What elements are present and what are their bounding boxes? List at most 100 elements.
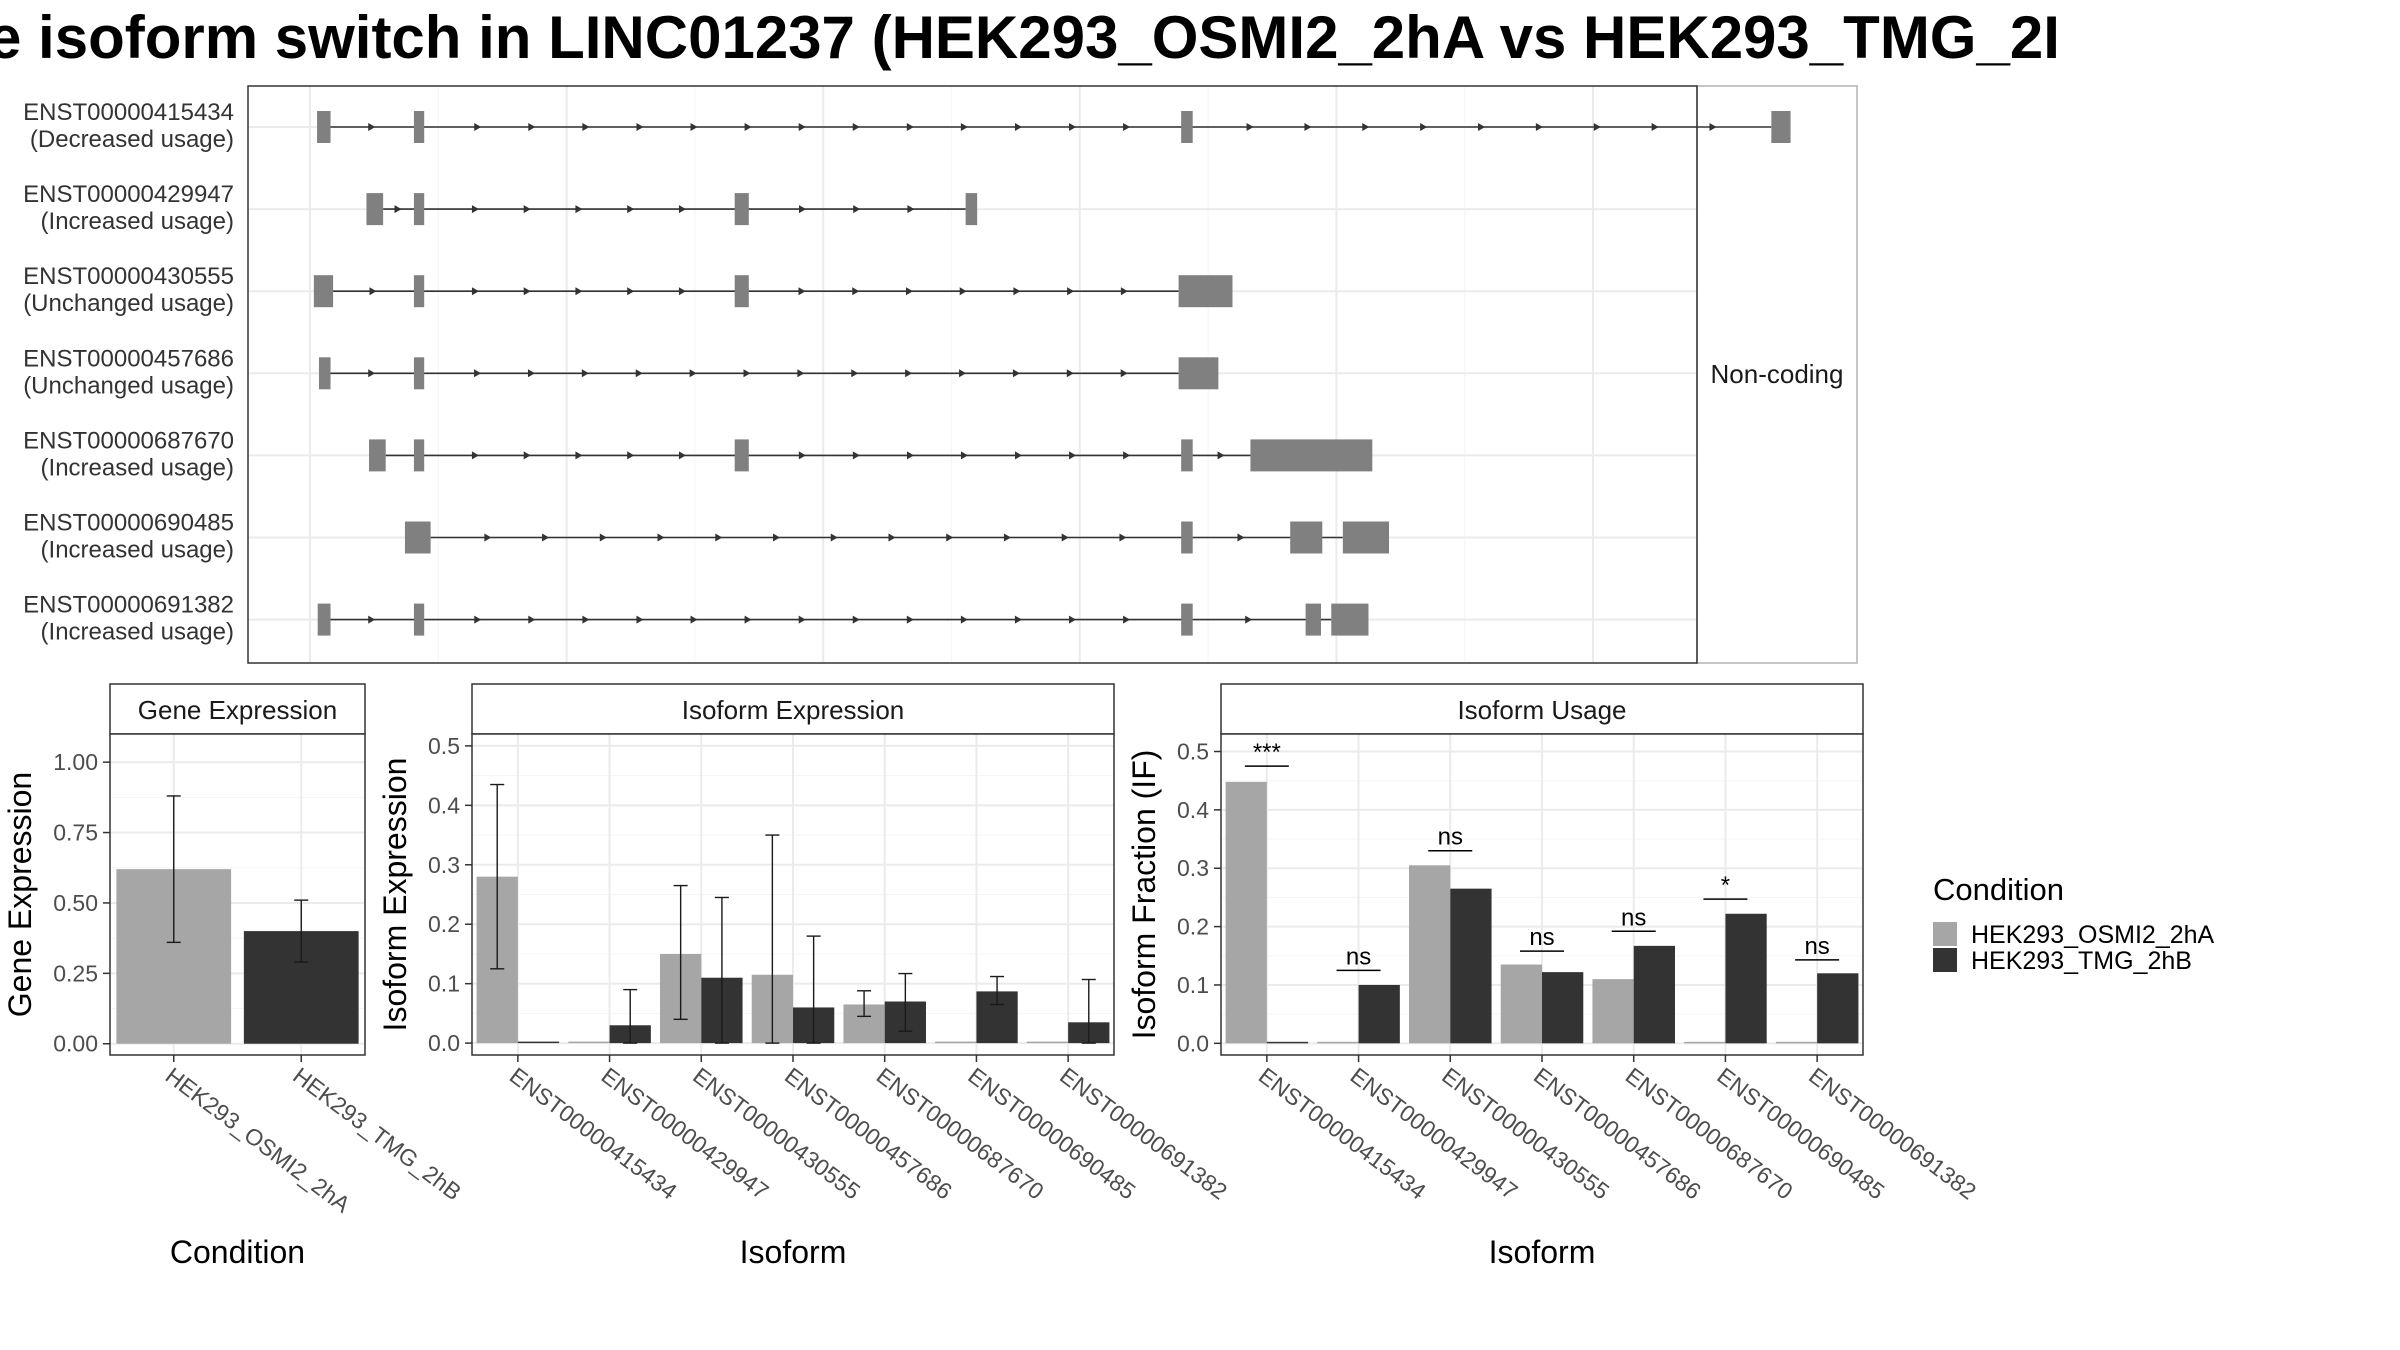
gene-expression-x-axis-title: Condition (170, 1234, 305, 1270)
intron-arrow (743, 369, 751, 378)
exon-block (1771, 111, 1791, 143)
exon-block (734, 439, 749, 472)
intron-arrow (690, 123, 698, 131)
figure-title: e isoform switch in LINC01237 (HEK293_OS… (0, 4, 2060, 71)
isoform-usage-x-tick-label: ENST00000687670 (1621, 1062, 1798, 1204)
intron-arrow (905, 369, 913, 378)
intron-arrow (960, 123, 968, 131)
intron-arrow (1061, 533, 1069, 542)
exon-block (317, 603, 331, 636)
intron-arrow (888, 533, 896, 542)
intron-arrow (523, 205, 531, 214)
isoform-usage-y-tick-label: 0.5 (1177, 739, 1209, 765)
intron-arrow (1217, 451, 1225, 460)
gene-expression-y-tick-label: 0.50 (53, 890, 98, 916)
exon-block (734, 193, 749, 226)
legend-label: HEK293_TMG_2hB (1971, 947, 2192, 975)
exon-block (1181, 111, 1193, 143)
isoform-usage-x-tick-label: ENST00000429947 (1346, 1062, 1523, 1204)
isoform-expression-y-tick-label: 0.5 (428, 733, 460, 759)
intron-arrow (368, 615, 376, 624)
isoform-expression-x-axis-title: Isoform (740, 1234, 847, 1270)
intron-arrow (1535, 123, 1543, 131)
intron-arrow (797, 369, 805, 378)
intron-arrow (946, 533, 954, 542)
exon-block (313, 275, 334, 308)
structure-panel-border (247, 85, 1698, 664)
isoform-usage-y-tick-label: 0.4 (1177, 797, 1209, 823)
isoform-usage-x-tick-label: ENST00000457686 (1529, 1062, 1706, 1204)
intron-arrow (678, 451, 686, 460)
isoform-usage-x-tick-label: ENST00000691382 (1804, 1062, 1981, 1204)
intron-arrow (852, 615, 860, 624)
exon-block (1178, 275, 1233, 308)
intron-arrow (523, 287, 531, 296)
intron-arrow (906, 451, 914, 460)
significance-label: ns (1804, 933, 1829, 960)
bar-isoform-usage-series-2 (1725, 913, 1767, 1044)
intron-arrow (851, 369, 859, 378)
intron-arrow (852, 123, 860, 131)
isoform-usage-y-tick-label: 0.3 (1177, 855, 1209, 881)
bar-isoform-expression-series-1 (1026, 1041, 1069, 1044)
intron-arrow (1015, 451, 1023, 460)
intron-arrow (582, 615, 590, 624)
intron-arrow (627, 205, 635, 214)
intron-arrow (1362, 123, 1370, 131)
intron-arrow (853, 205, 861, 214)
gene-expression-strip-label: Gene Expression (138, 695, 337, 725)
transcript-id-label: ENST00000415434 (23, 99, 234, 126)
isoform-usage-x-tick-label: ENST00000415434 (1254, 1062, 1431, 1204)
bar-isoform-usage-series-1 (1684, 1041, 1726, 1044)
intron-arrow (959, 369, 967, 378)
intron-arrow (474, 123, 482, 131)
bar-isoform-usage-series-2 (1817, 973, 1859, 1044)
bar-isoform-usage-series-1 (1317, 1041, 1359, 1044)
intron-arrow (960, 615, 968, 624)
isoform-usage-y-tick-label: 0.1 (1177, 972, 1209, 998)
legend-key (1933, 922, 1957, 946)
transcript-usage-label: (Increased usage) (41, 537, 234, 564)
intron-arrow (852, 451, 860, 460)
isoform-expression-y-axis-title: Isoform Expression (377, 758, 413, 1032)
bar-isoform-usage-series-2 (1358, 984, 1400, 1044)
exon-block (1342, 521, 1390, 554)
intron-arrow (1237, 533, 1245, 542)
isoform-usage-strip (1220, 683, 1864, 735)
significance-label: *** (1253, 739, 1281, 766)
intron-arrow (678, 287, 686, 296)
significance-label: ns (1621, 904, 1646, 931)
bar-isoform-usage-series-2 (1633, 945, 1675, 1044)
isoform-usage-y-axis-title: Isoform Fraction (IF) (1126, 750, 1162, 1040)
significance-label: * (1721, 872, 1730, 899)
intron-arrow (689, 369, 697, 378)
intron-arrow (1709, 123, 1717, 131)
intron-arrow (906, 615, 914, 624)
transcript-id-label: ENST00000457686 (23, 345, 234, 372)
intron-arrow (394, 205, 402, 214)
isoform-expression-strip (471, 683, 1115, 735)
legend-label: HEK293_OSMI2_2hA (1971, 921, 2215, 949)
intron-arrow (690, 615, 698, 624)
intron-arrow (798, 615, 806, 624)
intron-arrow (471, 451, 479, 460)
intron-arrow (582, 123, 590, 131)
intron-arrow (959, 287, 967, 296)
intron-arrow (1123, 451, 1131, 460)
isoform-usage-x-tick-label: ENST00000430555 (1437, 1062, 1614, 1204)
bar-isoform-usage-series-1 (1409, 865, 1451, 1044)
transcript-id-label: ENST00000690485 (23, 510, 234, 537)
exon-block (1290, 521, 1323, 554)
intron-arrow (657, 533, 665, 542)
bar-isoform-expression-series-1 (935, 1041, 977, 1044)
isoform-expression-y-tick-label: 0.1 (428, 971, 460, 997)
transcript-usage-label: (Increased usage) (41, 208, 234, 235)
intron-arrow (744, 615, 752, 624)
isoform-expression-y-tick-label: 0.0 (428, 1030, 460, 1056)
transcript-id-label: ENST00000430555 (23, 263, 234, 290)
legend-title: Condition (1933, 872, 2064, 907)
intron-arrow (527, 369, 535, 378)
bar-isoform-usage-series-1 (1775, 1041, 1818, 1044)
intron-arrow (1014, 615, 1022, 624)
